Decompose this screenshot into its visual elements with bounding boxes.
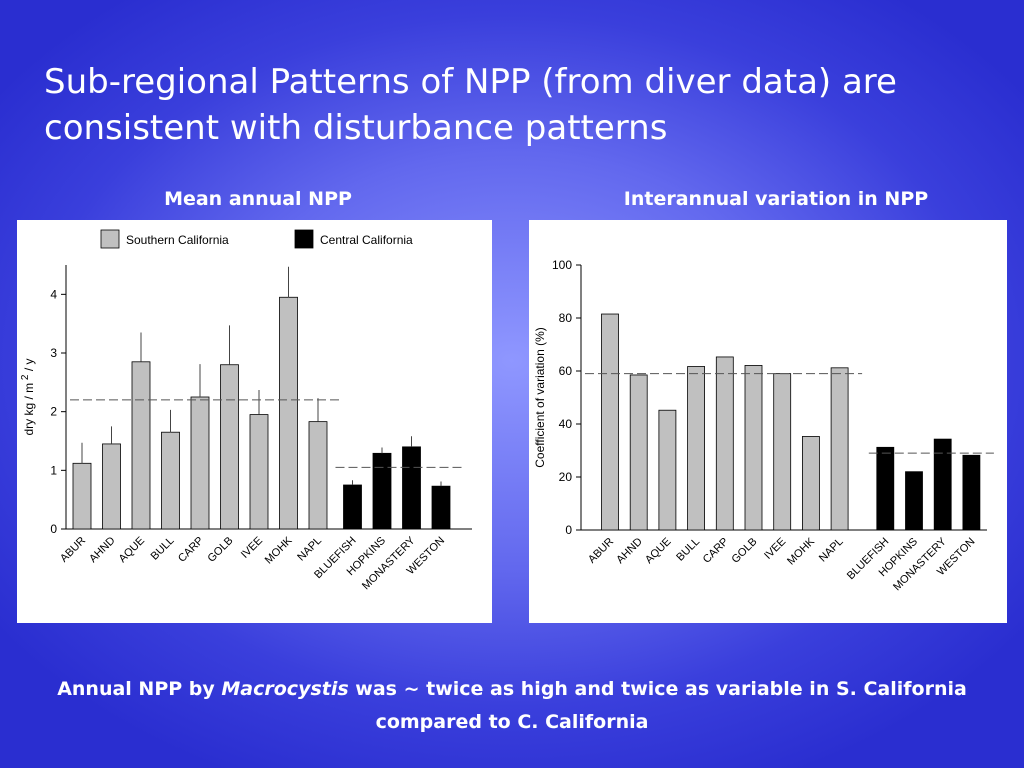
bar-bull (161, 431, 180, 530)
x-tick-label: CARP (701, 536, 731, 566)
x-tick-label: MOHK (263, 534, 295, 566)
bar-hopkins (905, 471, 923, 531)
bar-weston (431, 485, 451, 530)
x-tick-label: AQUE (643, 536, 674, 567)
x-tick-label: AQUE (117, 535, 148, 566)
bar-napl (830, 367, 849, 531)
bar-ahnd (102, 443, 121, 530)
bar-hopkins (372, 452, 392, 530)
bar-ivee (249, 414, 269, 530)
x-tick-label: IVEE (762, 536, 788, 562)
bar-golb (744, 365, 763, 531)
bar-weston (962, 454, 981, 531)
x-tick-label: IVEE (239, 535, 265, 561)
summary-part-2: was ~ twice as high and twice as variabl… (348, 678, 967, 733)
y-tick-label: 4 (50, 287, 57, 301)
right-chart-heading: Interannual variation in NPP (623, 188, 929, 210)
x-tick-label: MOHK (785, 535, 817, 567)
legend-label-southern: Southern California (126, 233, 229, 247)
bar-ivee (773, 373, 792, 531)
x-tick-label: ABUR (586, 536, 616, 566)
npp-variation-chart-panel: 0 20 40 60 80 100 ABUR AHND AQUE BULL CARP GOLB IVEE… (529, 220, 1007, 623)
slide-title: Sub-regional Patterns of NPP (from diver… (44, 61, 897, 148)
x-tick-label: NAPL (817, 536, 846, 565)
bar-aque (658, 409, 677, 531)
y-tick-label: 60 (559, 364, 573, 378)
y-tick-label: 20 (559, 470, 573, 484)
y-tick-label: 100 (552, 258, 572, 272)
y-tick-label: 3 (50, 346, 57, 360)
y-axis-label: dry kg / m 2 / y (20, 358, 36, 435)
x-tick-label: NAPL (295, 535, 324, 564)
x-tick-label: AHND (614, 536, 645, 567)
y-tick-label: 40 (559, 417, 573, 431)
left-chart-heading: Mean annual NPP (164, 188, 352, 210)
x-tick-label: CARP (176, 535, 206, 565)
summary-species: Macrocystis (221, 678, 349, 700)
x-tick-label: AHND (87, 535, 118, 566)
legend-label-central: Central California (320, 233, 413, 247)
y-tick-label: 0 (565, 523, 572, 537)
bar-mohk (279, 296, 298, 530)
bar-napl (308, 421, 328, 530)
x-tick-label: BULL (674, 536, 702, 564)
legend-swatch-central (294, 229, 314, 249)
y-axis-label: Coefficient of variation (%) (533, 327, 547, 468)
y-tick-label: 2 (50, 405, 57, 419)
x-tick-label: GOLB (206, 535, 236, 565)
x-tick-label: GOLB (730, 536, 760, 566)
bar-aque (131, 361, 151, 530)
legend-swatch-southern (100, 229, 120, 249)
bar-mohk (801, 436, 820, 531)
y-tick-label: 80 (559, 311, 573, 325)
mean-npp-chart-panel: 0 1 2 3 4 ABUR AHND AQUE BULL CARP GOLB IVEE MOHK NAP… (17, 220, 492, 623)
y-tick-label: 0 (50, 522, 57, 536)
summary-part-1: Annual NPP by (57, 678, 222, 700)
y-tick-label: 1 (50, 463, 57, 477)
bar-bull (687, 366, 706, 531)
bar-carp (190, 396, 210, 530)
bar-ahnd (629, 374, 648, 531)
bar-bluefish (343, 484, 362, 530)
bar-monastery (933, 438, 952, 531)
bar-monastery (402, 446, 421, 530)
bar-carp (715, 356, 734, 531)
bar-abur (601, 313, 619, 531)
bar-golb (220, 364, 239, 530)
bar-abur (72, 462, 92, 530)
bar-bluefish (876, 446, 895, 531)
summary-statement: Annual NPP by Macrocystis was ~ twice as… (40, 673, 984, 739)
x-tick-label: BULL (149, 535, 177, 563)
x-tick-label: ABUR (58, 535, 88, 565)
